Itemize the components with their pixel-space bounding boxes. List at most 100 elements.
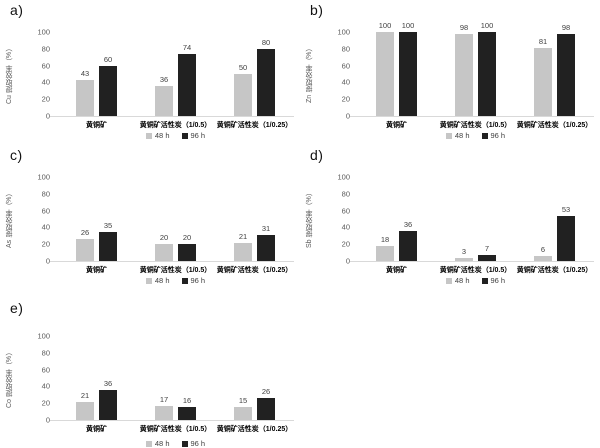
y-tick-label: 100: [37, 172, 50, 182]
legend-item: 48 h: [445, 131, 470, 140]
panel-letter: b): [310, 2, 324, 18]
bar-value-label: 80: [261, 37, 271, 47]
bar-48h: 20: [155, 233, 173, 261]
category-label: 黄铜矿: [386, 122, 407, 129]
legend-item: 96 h: [181, 276, 206, 285]
legend-swatch: [145, 132, 152, 139]
bar-48h: 36: [155, 75, 173, 116]
bar-96h: 60: [99, 55, 117, 116]
bar-96h: 98: [557, 23, 575, 116]
y-axis-title: Sb 提取效率（%）: [306, 189, 313, 249]
bar-value-label: 26: [261, 387, 271, 397]
legend-swatch: [481, 132, 488, 139]
y-tick-label: 60: [41, 61, 50, 71]
bar-value-label: 31: [261, 223, 271, 233]
y-tick-label: 0: [345, 256, 350, 266]
legend-label: 48 h: [454, 131, 470, 140]
legend-label: 48 h: [454, 276, 470, 285]
bar-group: 15 26: [215, 336, 294, 420]
y-tick-label: 20: [341, 239, 350, 249]
category-label: 黄铜矿活性炭（1/0.25）: [216, 267, 293, 274]
bar-group: 100 100: [357, 21, 436, 116]
bar-value-label: 20: [159, 233, 169, 243]
bar-value-label: 3: [461, 247, 467, 257]
bar-group: 17 16: [136, 336, 215, 420]
legend-swatch: [181, 277, 188, 284]
plot-area: 100 100 98 100 81 98: [350, 21, 594, 117]
legend-item: 48 h: [445, 276, 470, 285]
category-labels: 黄铜矿 黄铜矿活性炭（1/0.5） 黄铜矿活性炭（1/0.25）: [57, 120, 294, 130]
category-labels: 黄铜矿 黄铜矿活性炭（1/0.5） 黄铜矿活性炭（1/0.25）: [57, 424, 294, 434]
bar-value-label: 7: [484, 244, 490, 254]
bar-value-label: 100: [378, 21, 392, 30]
y-tick-label: 100: [37, 331, 50, 341]
bar-value-label: 60: [103, 54, 113, 64]
legend: 48 h 96 h: [357, 131, 594, 140]
bar-value-label: 16: [182, 395, 192, 405]
y-tick-label: 40: [41, 381, 50, 391]
y-axis-title: Cu 提取效率（%）: [6, 44, 13, 104]
bar-48h: 43: [76, 69, 94, 116]
legend-item: 96 h: [181, 131, 205, 140]
x-axis-line: [50, 116, 294, 117]
bar-48h: 50: [234, 63, 252, 116]
bar-value-label: 98: [459, 22, 469, 32]
legend-item: 48 h: [145, 439, 170, 448]
y-tick-label: 100: [37, 27, 50, 37]
bar-value-label: 20: [182, 233, 192, 243]
chart-panel: e) Co 提取效率（%） 0 20 40 60 80 100 21 36 17 16 15 26 …: [0, 292, 300, 448]
y-tick-label: 60: [41, 206, 50, 216]
category-labels: 黄铜矿 黄铜矿活性炭（1/0.5） 黄铜矿活性炭（1/0.25）: [57, 265, 294, 275]
legend: 48 h 96 h: [57, 276, 294, 285]
bar-group: 43 60: [57, 32, 136, 116]
y-axis-ticks: 0 20 40 60 80 100: [322, 28, 350, 121]
y-tick-label: 40: [41, 77, 50, 87]
bar-48h: 98: [455, 23, 473, 116]
bar-value-label: 21: [238, 232, 248, 242]
y-tick-label: 20: [341, 94, 350, 104]
y-tick-label: 0: [45, 111, 50, 121]
y-tick-label: 20: [41, 398, 50, 408]
bar-48h: 21: [234, 232, 252, 261]
bar-value-label: 53: [561, 205, 571, 215]
bar-value-label: 21: [80, 391, 90, 401]
bar-group: 21 31: [215, 177, 294, 261]
bar-group: 6 53: [515, 177, 594, 261]
category-label: 黄铜矿活性炭（1/0.5）: [139, 267, 212, 274]
panel-letter: e): [10, 300, 24, 316]
x-axis-line: [350, 116, 594, 117]
bar-96h: 7: [478, 244, 496, 261]
bar-value-label: 81: [538, 36, 548, 46]
bar-48h: 26: [76, 228, 94, 261]
legend-label: 96 h: [190, 276, 206, 285]
legend-swatch: [181, 132, 188, 139]
bar-48h: 100: [376, 21, 394, 116]
bar-value-label: 43: [80, 68, 90, 78]
y-tick-label: 60: [341, 61, 350, 71]
category-label: 黄铜矿活性炭（1/0.25）: [516, 267, 593, 274]
legend-label: 48 h: [154, 439, 170, 448]
legend-swatch: [145, 277, 152, 284]
plot-area: 26 35 20 20 21 31: [50, 177, 294, 262]
category-labels: 黄铜矿 黄铜矿活性炭（1/0.5） 黄铜矿活性炭（1/0.25）: [357, 120, 594, 130]
bar-value-label: 18: [380, 234, 390, 244]
bar-96h: 16: [178, 396, 196, 420]
bar-value-label: 35: [103, 220, 113, 230]
category-label: 黄铜矿活性炭（1/0.25）: [516, 122, 593, 129]
y-tick-label: 60: [341, 206, 350, 216]
y-tick-label: 80: [41, 189, 50, 199]
bar-48h: 15: [234, 396, 252, 420]
bar-value-label: 100: [401, 21, 415, 30]
bar-value-label: 36: [159, 74, 169, 84]
y-tick-label: 0: [345, 111, 350, 121]
y-tick-label: 40: [341, 222, 350, 232]
bar-value-label: 36: [403, 219, 413, 229]
y-tick-label: 0: [45, 256, 50, 266]
y-axis-title: Zn 提取效率（%）: [306, 44, 313, 104]
bar-48h: 81: [534, 37, 552, 116]
y-axis-ticks: 0 20 40 60 80 100: [22, 332, 50, 425]
bar-96h: 26: [257, 387, 275, 420]
category-label: 黄铜矿活性炭（1/0.25）: [216, 122, 293, 129]
